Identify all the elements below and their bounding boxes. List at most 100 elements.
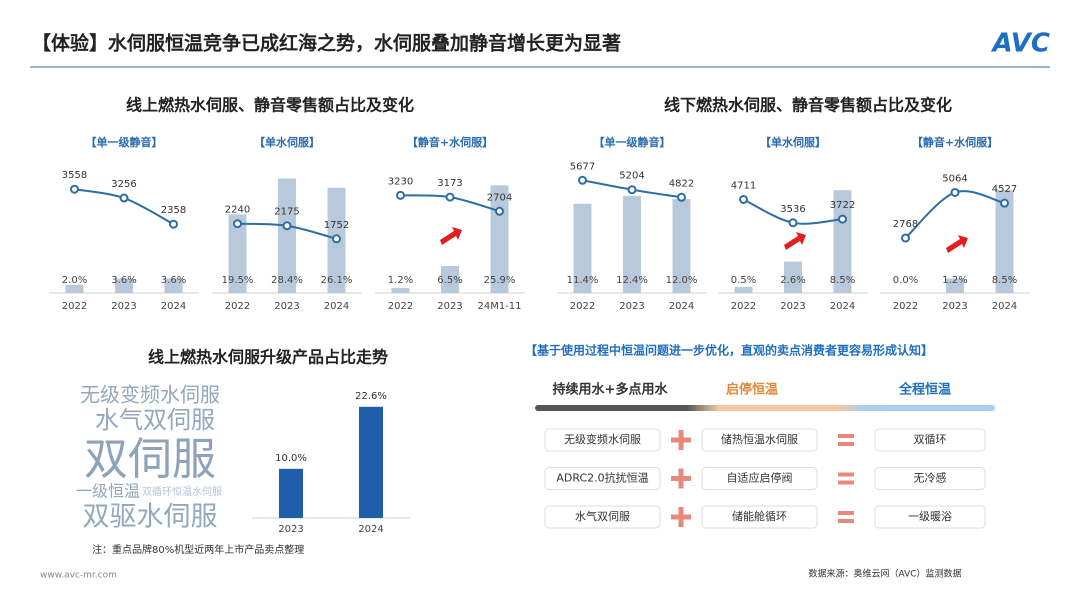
feature-box [874,505,986,529]
bar [359,406,383,518]
bar [115,278,133,293]
x-tick-label: 2022 [225,301,250,312]
point-label: 5064 [942,173,967,184]
x-tick-label: 2024 [669,301,694,312]
feature-label: ADRC2.0抗扰恒温 [556,471,648,485]
line-point [739,194,748,204]
panel-title: 【静音+水伺服】 [912,135,998,149]
x-tick-label: 2022 [570,301,595,312]
line-point [70,184,79,194]
line-point [396,190,405,200]
x-tick-label: 2024 [324,301,349,312]
feature-box [701,428,818,452]
panel-title: 【单水伺服】 [760,135,826,149]
bar [946,278,964,293]
source: 数据来源：奥维云网（AVC）监测数据 [808,568,961,580]
line-point [677,192,686,202]
point-label: 2175 [274,207,299,218]
bar [573,203,592,293]
x-tick-label: 2024 [992,301,1017,312]
stage-label: 启停恒温 [726,382,778,398]
point-label: 3230 [388,176,413,187]
line-point [627,185,637,195]
x-tick-label: 2023 [111,301,136,312]
bar [279,468,303,518]
bar-label: 25.9% [484,275,516,286]
website: www.avc-mr.com [40,571,117,581]
line-point [282,221,292,231]
bar-label: 2.6% [780,275,805,286]
panel-title: 【单一级静音】 [594,135,671,149]
line-point [901,233,910,243]
bar-label: 19.5% [222,275,254,286]
stage-bar [535,405,995,411]
line-point [495,206,504,216]
stage-label: 全程恒温 [898,382,951,398]
bar-label: 6.5% [437,275,462,286]
bar [995,190,1014,293]
line [904,190,1005,239]
bar-label: 8.5% [992,275,1017,286]
x-tick-label: 2022 [731,301,756,312]
bar-label: 12.0% [666,275,698,286]
line-point [332,234,341,244]
point-label: 4822 [669,178,694,189]
cloud-word: 无级变频水伺服 [80,383,220,407]
line-point [950,187,960,197]
bar [228,214,247,293]
line-point [169,219,178,229]
bar-label: 0.0% [893,275,918,286]
equals-sign [838,472,854,485]
equals-sign [838,434,854,446]
bar [833,190,852,293]
plus-sign [671,468,691,489]
point-label: 3256 [111,179,136,190]
point-label: 3536 [780,204,805,215]
plus-sign [671,507,691,527]
bar-label: 3.6% [161,275,186,286]
feature-label: 自适应启停阀 [727,471,793,485]
section-title: 线上燃热水伺服升级产品占比走势 [148,348,388,367]
point-label: 2358 [161,205,186,216]
feature-label: 储热恒温水伺服 [721,432,798,446]
bar [490,185,509,293]
logo: AVC [990,29,1050,59]
panel-title: 【静音+水伺服】 [407,135,493,149]
bar-label: 26.1% [321,275,353,286]
bar [784,261,802,293]
x-tick-label: 2023 [942,301,967,312]
x-tick-label: 2023 [619,301,644,312]
feature-box [701,467,818,490]
bar-label: 0.5% [731,275,756,286]
feature-label: 储能舱循环 [732,509,787,523]
feature-box [701,505,818,529]
bar-label: 22.6% [355,391,387,402]
bar-label: 3.6% [111,275,136,286]
point-label: 5677 [570,161,595,172]
bar [164,278,183,293]
point-label: 4527 [992,184,1017,195]
panel-title: 【单水伺服】 [254,135,320,149]
point-label: 3722 [830,200,855,211]
x-tick-label: 2023 [437,301,462,312]
cloud-word: 双伺服 [84,434,216,485]
point-label: 3173 [437,178,462,189]
cloud-word: 水气双伺服 [95,406,215,434]
x-tick-label: 24M1-11 [477,301,521,312]
bar [623,195,641,293]
line-point [838,214,847,224]
feature-label: 无冷感 [914,472,947,485]
point-label: 5204 [619,171,644,182]
trend-arrow [946,235,968,253]
bar [672,199,691,293]
x-tick-label: 2024 [358,524,383,535]
bar [441,265,459,293]
bar-label: 10.0% [275,453,307,464]
feature-box [874,467,986,490]
x-tick-label: 2022 [62,301,87,312]
stage-label: 持续用水+多点用水 [553,382,669,398]
note: 注：重点品牌80%机型近两年上市产品卖点整理 [92,543,304,556]
feature-box [874,428,986,452]
cloud-word: 双驱水伺服 [83,502,218,533]
